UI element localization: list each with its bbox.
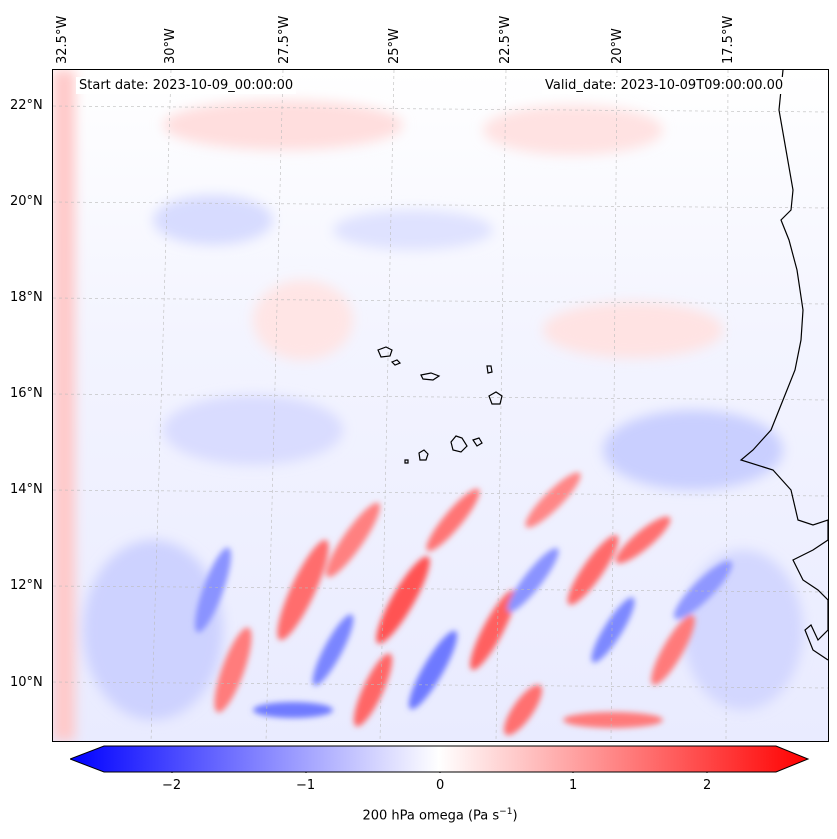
island (486, 365, 493, 374)
cell (673, 560, 733, 620)
positive-patch-w (253, 280, 353, 360)
negative-patch-e (603, 410, 783, 490)
lat-label-20n: 20°N (10, 194, 43, 209)
lat-label-14n: 14°N (10, 482, 43, 497)
lon-label-25w: 25°W (387, 28, 402, 64)
omega-field-svg (53, 70, 828, 741)
island (420, 372, 441, 381)
omega-map-panel (52, 69, 829, 742)
negative-patch-se (683, 550, 803, 710)
lon-label-27-5w: 27.5°W (277, 15, 292, 64)
island (488, 391, 503, 405)
west-edge-strip (53, 70, 75, 741)
lon-label-30w: 30°W (163, 28, 178, 64)
colorbar (70, 745, 810, 773)
cell (567, 535, 619, 605)
negative-patch-nw (153, 195, 273, 245)
cell (214, 627, 252, 713)
colorbar-ticks (171, 772, 708, 773)
island (404, 459, 409, 464)
colorbar-body (70, 745, 810, 773)
negative-patch-sw (83, 540, 223, 720)
convective-cells-layer (194, 472, 733, 736)
lat-label-12n: 12°N (10, 578, 43, 593)
cell (507, 547, 559, 613)
cell (525, 472, 581, 528)
cell (353, 653, 393, 727)
cell (376, 556, 430, 644)
graticule (53, 70, 828, 741)
cell (615, 516, 671, 564)
north-positive-patch-2 (483, 105, 663, 155)
island (377, 346, 393, 358)
cell (253, 702, 333, 718)
lat-label-16n: 16°N (10, 386, 43, 401)
colorbar-title: 200 hPa omega (Pa s−1) (362, 807, 518, 824)
negative-patch-w (163, 395, 343, 465)
africa-coastline (739, 70, 828, 661)
start-date-label: Start date: 2023-10-09_00:00:00 (76, 77, 297, 94)
cell (194, 547, 232, 633)
lat-label-10n: 10°N (10, 675, 43, 690)
cell (651, 615, 695, 685)
negative-patch-n (333, 210, 493, 250)
colorbar-tick-0: 0 (436, 778, 445, 793)
colorbar-tick-2: 2 (703, 778, 712, 793)
island (390, 359, 402, 366)
cell (503, 684, 543, 736)
lat-label-22n: 22°N (10, 98, 43, 113)
cell (426, 488, 480, 552)
lon-label-32-5w: 32.5°W (55, 15, 70, 64)
cell (325, 502, 381, 578)
cell (408, 630, 458, 710)
cell (563, 712, 663, 728)
cell (591, 597, 635, 663)
lon-label-17-5w: 17.5°W (721, 15, 736, 64)
cell (277, 539, 329, 641)
island (450, 435, 468, 453)
island (472, 437, 483, 447)
valid-date-label: Valid_date: 2023-10-09T09:00:00.00 (542, 77, 787, 94)
island (418, 449, 429, 461)
north-positive-patch (163, 100, 403, 150)
lon-label-20w: 20°W (610, 28, 625, 64)
lat-label-18n: 18°N (10, 290, 43, 305)
cell (470, 589, 516, 671)
colorbar-tick-neg1: −1 (296, 778, 316, 793)
positive-patch-e (543, 302, 723, 358)
cape-verde-islands (377, 346, 503, 464)
cell (312, 614, 354, 686)
lon-label-22-5w: 22.5°W (498, 15, 513, 64)
colorbar-tick-1: 1 (569, 778, 578, 793)
colorbar-tick-neg2: −2 (162, 778, 182, 793)
